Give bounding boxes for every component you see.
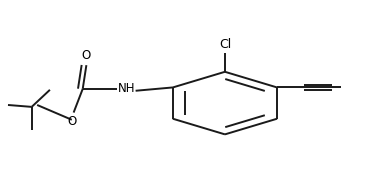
Text: O: O: [67, 115, 76, 128]
Text: O: O: [82, 49, 91, 62]
Text: Cl: Cl: [219, 38, 231, 51]
Text: NH: NH: [118, 82, 135, 95]
